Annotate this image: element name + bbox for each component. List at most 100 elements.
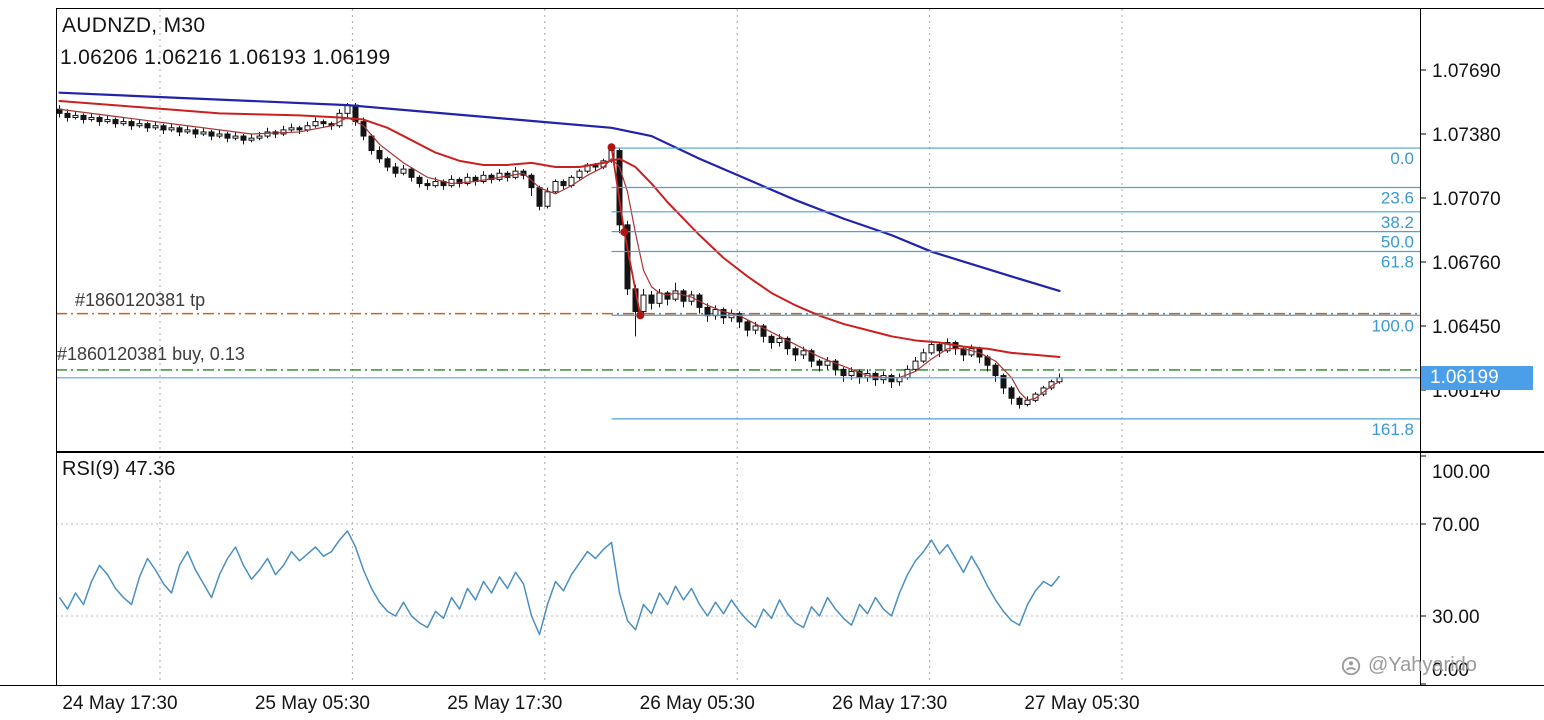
time-axis-label: 26 May 17:30 — [832, 693, 947, 714]
bull-candle — [800, 350, 807, 356]
time-axis-label: 25 May 05:30 — [255, 693, 370, 714]
bull-candle — [1040, 387, 1047, 395]
bear-candle — [792, 348, 799, 356]
bear-candle — [176, 127, 183, 133]
bear-candle — [1016, 397, 1023, 405]
bull-candle — [672, 290, 679, 300]
bear-candle — [760, 325, 767, 337]
bull-candle — [552, 180, 559, 193]
zigzag-vertex-dot[interactable] — [636, 311, 645, 320]
bear-candle — [624, 224, 631, 290]
bull-candle — [848, 370, 855, 377]
rsi-axis-label: 70.00 — [1432, 515, 1480, 536]
bear-candle — [376, 150, 383, 160]
main-plot-area[interactable] — [56, 9, 1420, 450]
bull-candle — [944, 342, 951, 352]
rsi-indicator-label: RSI(9) 47.36 — [62, 458, 176, 480]
bull-candle — [432, 180, 439, 187]
bear-candle — [808, 350, 815, 362]
bear-candle — [784, 337, 791, 350]
bull-candle — [288, 127, 295, 131]
bull-candle — [256, 135, 263, 139]
bear-candle — [744, 321, 751, 331]
bear-candle — [736, 313, 743, 323]
bear-candle — [144, 123, 151, 129]
bull-candle — [912, 360, 919, 370]
rsi-plot-area[interactable] — [56, 456, 1420, 684]
bull-candle — [232, 135, 239, 139]
bull-candle — [280, 129, 287, 135]
bull-candle — [480, 174, 487, 182]
symbol-title: AUDNZD, M30 — [62, 14, 206, 37]
bear-candle — [1008, 387, 1015, 399]
bear-candle — [832, 360, 839, 370]
bull-candle — [168, 127, 175, 131]
bull-candle — [544, 191, 551, 207]
order-tp-label[interactable]: #1860120381 tp — [75, 290, 206, 310]
rsi-line — [58, 530, 1061, 636]
ma-fast-red — [58, 108, 1061, 401]
bull-candle — [336, 112, 343, 127]
ma-slow-blue — [58, 91, 1061, 293]
price-axis-label: 1.07690 — [1432, 61, 1501, 82]
fib-level-label: 61.8 — [1381, 252, 1414, 271]
watermark: @Yahyarido — [1340, 654, 1477, 677]
rsi-axis-label: 30.00 — [1432, 607, 1480, 628]
bear-candle — [224, 133, 231, 139]
watermark-handle: @Yahyarido — [1368, 654, 1477, 676]
fib-level-label: 0.0 — [1390, 149, 1414, 168]
fib-level-label: 100.0 — [1371, 316, 1414, 335]
bear-candle — [768, 335, 775, 344]
bull-candle — [312, 121, 319, 127]
ohlc-quote: 1.06206 1.06216 1.06193 1.06199 — [60, 46, 391, 69]
bull-candle — [496, 172, 503, 180]
bear-candle — [664, 292, 671, 300]
rsi-axis-label: 100.00 — [1432, 462, 1490, 483]
bear-candle — [840, 368, 847, 377]
ma-mid-red — [58, 99, 1061, 358]
bull-candle — [120, 121, 127, 125]
bull-candle — [304, 125, 311, 131]
bear-candle — [192, 129, 199, 135]
bear-candle — [96, 116, 103, 123]
bull-candle — [656, 292, 663, 304]
bull-candle — [1024, 399, 1031, 405]
bull-candle — [104, 119, 111, 123]
bear-candle — [112, 119, 119, 125]
bear-candle — [360, 121, 367, 137]
rsi-axis-label: 0.00 — [1432, 660, 1469, 681]
bull-candle — [920, 352, 927, 362]
current-price-badge: 1.06199 — [1421, 366, 1533, 390]
fib-level-label: 38.2 — [1381, 213, 1414, 232]
time-axis-label: 24 May 17:30 — [62, 693, 177, 714]
bear-candle — [528, 174, 535, 189]
bull-candle — [184, 129, 191, 133]
order-buy-label[interactable]: #1860120381 buy, 0.13 — [57, 344, 245, 364]
bear-candle — [648, 294, 655, 304]
bear-candle — [368, 135, 375, 152]
price-axis-label: 1.06760 — [1432, 253, 1501, 274]
bull-candle — [400, 168, 407, 174]
fib-level-label: 23.6 — [1381, 188, 1414, 207]
zigzag-vertex-dot[interactable] — [607, 143, 616, 152]
bear-candle — [936, 344, 943, 352]
bear-candle — [704, 306, 711, 317]
bull-candle — [72, 114, 79, 118]
bull-candle — [88, 116, 95, 121]
zigzag-vertex-dot[interactable] — [620, 228, 629, 237]
bear-candle — [992, 364, 999, 377]
watermark-logo-icon — [1341, 656, 1361, 675]
bull-candle — [264, 131, 271, 137]
bear-candle — [320, 121, 327, 125]
bull-candle — [824, 360, 831, 366]
bull-candle — [248, 137, 255, 141]
bull-candle — [752, 325, 759, 331]
fib-level-label: 50.0 — [1381, 233, 1414, 252]
bear-candle — [1000, 375, 1007, 389]
bear-candle — [208, 131, 215, 137]
bull-candle — [640, 294, 647, 313]
bear-candle — [720, 308, 727, 319]
bull-candle — [576, 170, 583, 178]
